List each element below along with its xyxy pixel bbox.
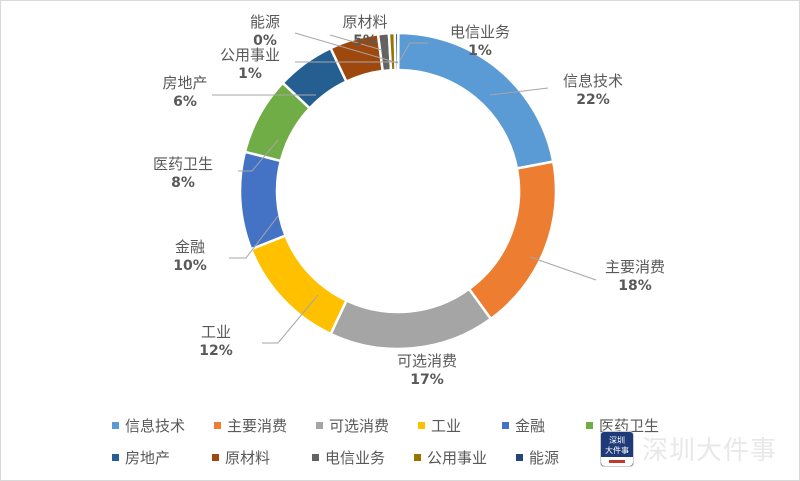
legend-swatch-icon [316,421,323,429]
legend-label: 原材料 [225,448,271,467]
legend-label: 工业 [431,416,462,435]
leader-line [529,256,597,281]
watermark-logo: 深圳 大件事 [600,430,634,467]
label-name: 主要消费 [604,258,665,276]
legend-label: 能源 [529,448,560,467]
label-name: 原材料 [342,13,388,31]
label-pct: 12% [199,343,233,359]
logo-line-2: 大件事 [605,445,629,455]
slice-4 [238,150,288,251]
legend-item: 能源 [516,447,600,468]
watermark: 深圳 大件事 深圳大件事 [600,430,777,467]
label-materials: 原材料 5% [330,13,400,51]
legend-swatch-icon [112,453,119,461]
logo-line-1: 深圳 [609,435,625,445]
label-info-tech: 信息技术 22% [548,72,638,110]
legend-swatch-icon [212,453,219,461]
label-pct: 1% [238,66,262,82]
legend-row-2: 房地产 原材料 电信业务 公用事业 能源 [112,441,712,473]
legend-label: 医药卫生 [599,416,660,435]
label-name: 金融 [174,238,205,256]
legend-label: 电信业务 [325,448,386,467]
legend-label: 可选消费 [329,416,390,435]
label-pct: 5% [353,33,377,49]
label-name: 公用事业 [219,46,280,64]
legend-item: 金融 [502,415,586,436]
chart-legend: 信息技术 主要消费 可选消费 工业 金融 医药卫生 房地产 原材料 电信业务 公用事业 能源 [112,409,712,473]
label-energy: 能源 0% [240,13,290,51]
label-pct: 1% [468,43,492,59]
label-utilities: 公用事业 1% [208,46,292,84]
slice-1 [467,160,558,321]
label-real-estate: 房地产 6% [150,74,220,112]
label-pct: 6% [173,94,197,110]
watermark-text: 深圳大件事 [642,436,778,466]
leader-line [238,139,279,172]
legend-swatch-icon [586,421,593,429]
leader-line [294,32,399,64]
leader-line [399,42,428,61]
legend-item: 房地产 [112,447,212,468]
label-industrials: 工业 12% [186,323,246,361]
legend-item: 公用事业 [414,447,516,468]
leader-line [329,34,383,51]
label-pct: 17% [410,372,444,388]
legend-swatch-icon [112,421,119,429]
legend-swatch-icon [312,453,319,461]
legend-label: 主要消费 [227,416,288,435]
label-healthcare: 医药卫生 8% [143,155,223,193]
legend-swatch-icon [214,421,221,429]
legend-swatch-icon [502,421,509,429]
legend-row-1: 信息技术 主要消费 可选消费 工业 金融 医药卫生 [112,409,712,441]
label-name: 可选消费 [396,352,457,370]
label-pct: 0% [253,33,277,49]
legend-swatch-icon [418,421,425,429]
label-pct: 18% [618,278,652,294]
legend-item: 主要消费 [214,415,316,436]
legend-label: 金融 [515,416,546,435]
leader-line [489,87,549,96]
legend-label: 公用事业 [427,448,488,467]
label-consumer-discretionary: 可选消费 17% [382,352,472,390]
legend-item: 可选消费 [316,415,418,436]
leader-line [229,215,279,259]
label-name: 电信业务 [449,23,510,41]
legend-label: 信息技术 [125,416,186,435]
legend-item: 电信业务 [312,447,414,468]
leader-lines [212,32,597,344]
legend-item: 原材料 [212,447,312,468]
leader-line [262,294,319,344]
label-name: 房地产 [162,74,208,92]
slice-10 [393,31,400,72]
legend-swatch-icon [414,453,421,461]
label-name: 能源 [249,13,280,31]
label-consumer-staples: 主要消费 18% [590,258,680,296]
label-name: 医药卫生 [152,155,213,173]
label-name: 信息技术 [562,72,623,90]
legend-item: 工业 [418,415,502,436]
legend-item: 医药卫生 [586,415,688,436]
label-pct: 10% [173,258,207,274]
legend-item: 信息技术 [112,415,214,436]
legend-label: 房地产 [125,448,171,467]
label-pct: 8% [171,175,195,191]
label-telecom: 电信业务 1% [435,23,525,61]
legend-swatch-icon [516,453,523,461]
label-name: 工业 [200,323,231,341]
label-pct: 22% [576,92,610,108]
label-financials: 金融 10% [160,238,220,276]
slice-3 [249,233,349,336]
slice-2 [329,287,493,351]
